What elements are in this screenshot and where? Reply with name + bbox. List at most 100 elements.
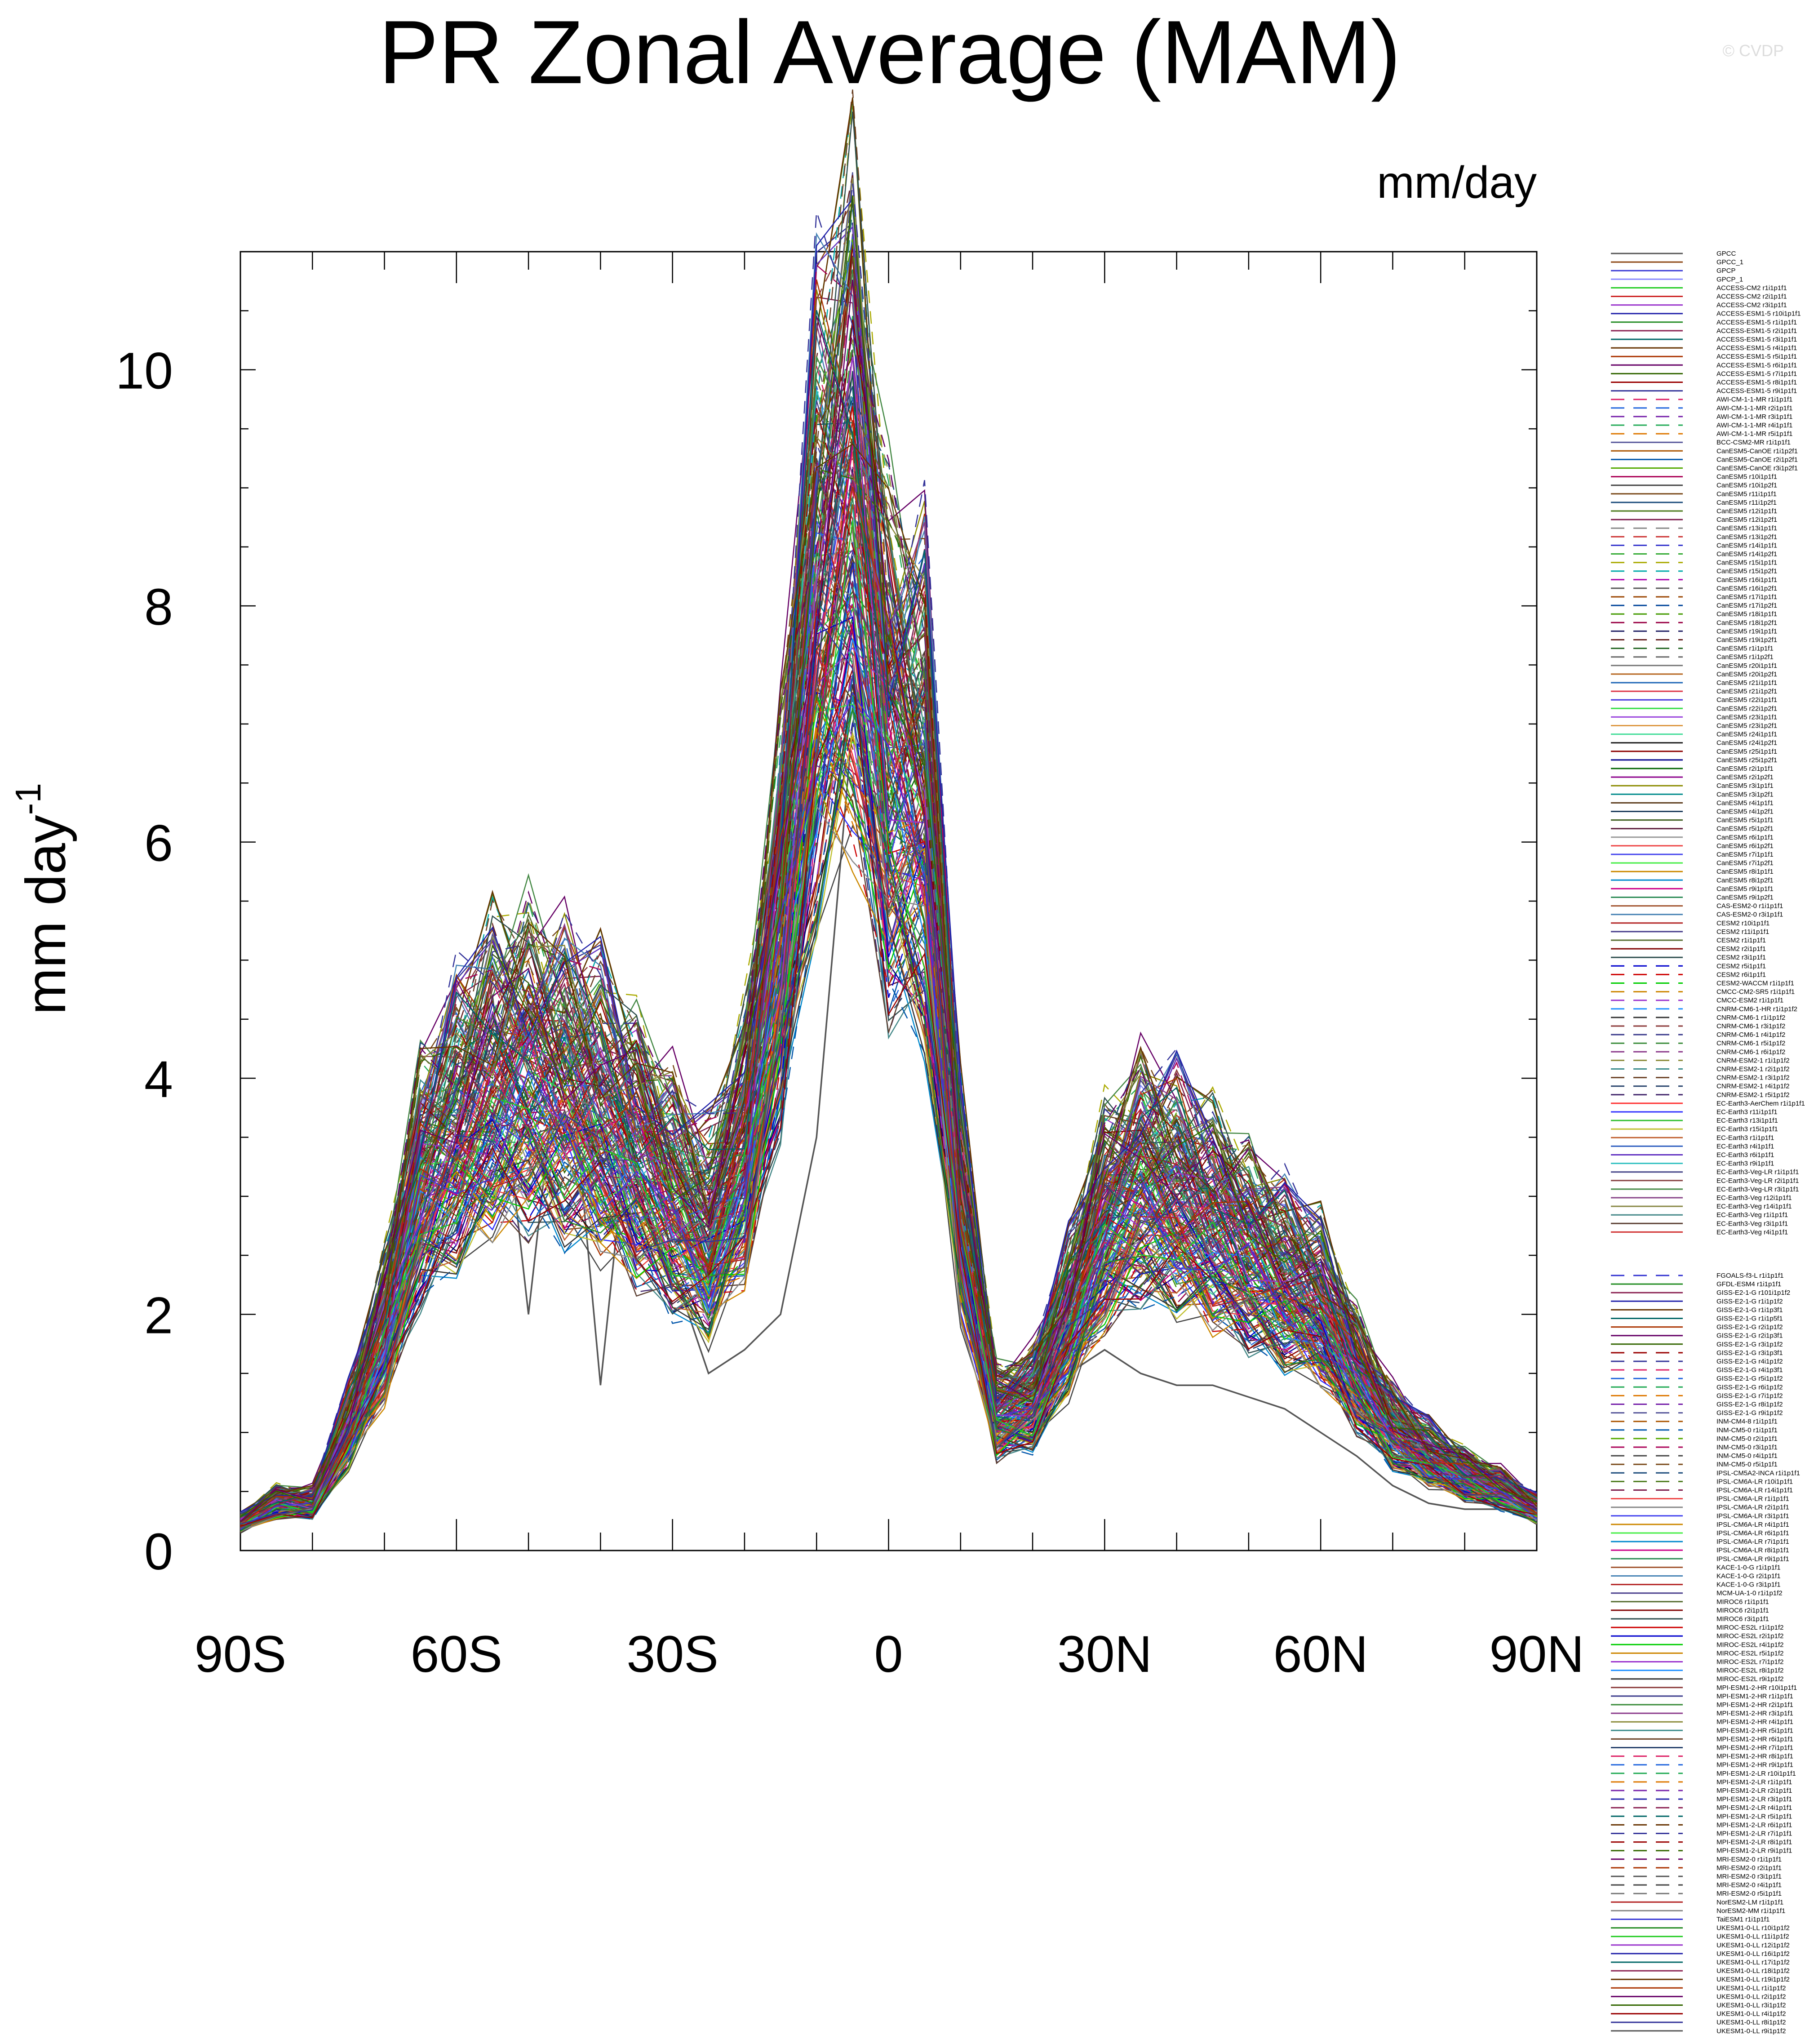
legend-label: ACCESS-CM2 r2i1p1f1 (1716, 293, 1787, 301)
legend-label: CanESM5 r19i1p2f1 (1716, 636, 1777, 644)
x-tick-label: 0 (874, 1626, 903, 1683)
series-line (240, 320, 1537, 1523)
legend-label: CNRM-ESM2-1 r4i1p1f2 (1716, 1083, 1790, 1090)
legend-label: EC-Earth3 r9i1p1f1 (1716, 1160, 1774, 1168)
legend-label: CanESM5 r1i1p2f1 (1716, 653, 1774, 661)
series-line (240, 397, 1537, 1523)
plot-area: 0 2 4 6 8 10 90S 60S 30S 0 30N 60N 90N (115, 89, 1584, 1683)
units-label: mm/day (1377, 157, 1537, 208)
legend-label: GISS-E2-1-G r9i1p1f2 (1716, 1409, 1783, 1417)
legend-label: EC-Earth3-Veg r1i1p1f1 (1716, 1211, 1788, 1219)
series-line (240, 323, 1537, 1519)
legend-label: CanESM5 r7i1p2f1 (1716, 859, 1774, 867)
legend-label: GISS-E2-1-G r5i1p1f2 (1716, 1375, 1783, 1382)
legend-label: UKESM1-0-LL r4i1p1f2 (1716, 2010, 1786, 2018)
series-line (240, 649, 1537, 1528)
legend-label: GISS-E2-1-G r3i1p3f1 (1716, 1349, 1783, 1357)
series-line (240, 354, 1537, 1518)
legend-label: CanESM5 r2i1p1f1 (1716, 765, 1774, 773)
legend-label: MRI-ESM2-0 r4i1p1f1 (1716, 1881, 1782, 1889)
legend-label: CanESM5-CanOE r2i1p2f1 (1716, 456, 1798, 463)
legend-label: FGOALS-f3-L r1i1p1f1 (1716, 1272, 1784, 1280)
series-line (240, 197, 1537, 1512)
legend-label: EC-Earth3 r13i1p1f1 (1716, 1117, 1778, 1124)
legend-label: EC-Earth3 r6i1p1f1 (1716, 1151, 1774, 1159)
legend-label: UKESM1-0-LL r12i1p1f2 (1716, 1942, 1790, 1949)
legend-label: GISS-E2-1-G r2i1p3f1 (1716, 1332, 1783, 1340)
legend-label: UKESM1-0-LL r1i1p1f2 (1716, 1984, 1786, 1992)
series-line (240, 349, 1537, 1522)
legend-label: NorESM2-LM r1i1p1f1 (1716, 1898, 1783, 1906)
legend-label: INM-CM5-0 r4i1p1f1 (1716, 1452, 1778, 1460)
legend-label: MPI-ESM1-2-LR r6i1p1f1 (1716, 1821, 1792, 1829)
legend-label: NorESM2-MM r1i1p1f1 (1716, 1907, 1785, 1915)
legend-label: UKESM1-0-LL r3i1p1f2 (1716, 2002, 1786, 2009)
legend-label: EC-Earth3-Veg-LR r2i1p1f1 (1716, 1177, 1799, 1185)
legend-label: MRI-ESM2-0 r2i1p1f1 (1716, 1864, 1782, 1872)
series-line (240, 670, 1537, 1527)
legend-label: MPI-ESM1-2-LR r3i1p1f1 (1716, 1795, 1792, 1803)
legend-label: CanESM5 r22i1p1f1 (1716, 696, 1777, 704)
legend-label: UKESM1-0-LL r8i1p1f2 (1716, 2019, 1786, 2026)
series-line (240, 505, 1537, 1527)
y-tick-label: 6 (144, 815, 173, 872)
legend-label: CanESM5 r21i1p1f1 (1716, 679, 1777, 687)
series-line (240, 616, 1537, 1524)
legend-label: CanESM5-CanOE r1i1p2f1 (1716, 447, 1798, 455)
series-line (240, 649, 1537, 1527)
legend-label: INM-CM5-0 r2i1p1f1 (1716, 1435, 1778, 1443)
legend-label: CanESM5 r12i1p2f1 (1716, 516, 1777, 524)
series-line (240, 224, 1537, 1514)
legend-label: CMCC-ESM2 r1i1p1f1 (1716, 997, 1783, 1004)
series-line (240, 182, 1537, 1520)
legend-label: EC-Earth3-Veg-LR r1i1p1f1 (1716, 1169, 1799, 1176)
legend-label: MRI-ESM2-0 r5i1p1f1 (1716, 1890, 1782, 1897)
legend-label: CanESM5 r15i1p2f1 (1716, 568, 1777, 575)
legend-label: CNRM-ESM2-1 r3i1p1f2 (1716, 1074, 1790, 1082)
legend-label: CNRM-CM6-1 r6i1p1f2 (1716, 1048, 1785, 1056)
legend-label: CNRM-CM6-1-HR r1i1p1f2 (1716, 1005, 1797, 1013)
legend-label: BCC-CSM2-MR r1i1p1f1 (1716, 439, 1791, 446)
legend-label: IPSL-CM6A-LR r1i1p1f1 (1716, 1495, 1789, 1503)
series-line (240, 564, 1537, 1523)
legend-label: CanESM5 r14i1p2f1 (1716, 551, 1777, 558)
legend-label: CESM2 r2i1p1f1 (1716, 945, 1766, 953)
series-line (240, 487, 1537, 1526)
legend-label: EC-Earth3 r15i1p1f1 (1716, 1125, 1778, 1133)
series-line (240, 692, 1537, 1527)
legend-label: MPI-ESM1-2-HR r9i1p1f1 (1716, 1761, 1793, 1769)
legend-label: MIROC-ES2L r2i1p1f2 (1716, 1632, 1784, 1640)
legend-label: CanESM5 r4i1p2f1 (1716, 808, 1774, 816)
legend-label: CanESM5 r7i1p1f1 (1716, 851, 1774, 858)
legend-label: CNRM-CM6-1 r5i1p1f2 (1716, 1040, 1785, 1047)
legend-label: INM-CM5-0 r1i1p1f1 (1716, 1426, 1778, 1434)
legend-label: INM-CM5-0 r3i1p1f1 (1716, 1444, 1778, 1451)
legend-label: TaiESM1 r1i1p1f1 (1716, 1916, 1770, 1924)
series-line (240, 111, 1537, 1517)
x-tick-label: 60S (411, 1626, 503, 1683)
legend-label: IPSL-CM6A-LR r9i1p1f1 (1716, 1555, 1789, 1563)
series-line (240, 258, 1537, 1521)
legend-label: MPI-ESM1-2-HR r1i1p1f1 (1716, 1693, 1793, 1700)
series-line (240, 315, 1537, 1523)
legend-label: KACE-1-0-G r1i1p1f1 (1716, 1564, 1781, 1571)
legend-label: CanESM5 r16i1p2f1 (1716, 585, 1777, 592)
legend-label: EC-Earth3-Veg r4i1p1f1 (1716, 1228, 1788, 1236)
copyright-mark: © CVDP (1722, 41, 1784, 60)
legend-label: CNRM-ESM2-1 r1i1p1f2 (1716, 1057, 1790, 1064)
series-line (240, 722, 1537, 1532)
legend-label: MPI-ESM1-2-LR r9i1p1f1 (1716, 1847, 1792, 1855)
series-line (240, 279, 1537, 1517)
legend-label: EC-Earth3 r11i1p1f1 (1716, 1108, 1778, 1116)
legend-label: MPI-ESM1-2-HR r10i1p1f1 (1716, 1684, 1797, 1692)
series-line (240, 280, 1537, 1522)
legend-label: MPI-ESM1-2-LR r7i1p1f1 (1716, 1830, 1792, 1838)
x-axis-ticks: 90S 60S 30S 0 30N 60N 90N (195, 252, 1584, 1683)
legend-label: CanESM5 r5i1p1f1 (1716, 817, 1774, 824)
legend-label: CESM2 r10i1p1f1 (1716, 920, 1770, 927)
legend-label: IPSL-CM6A-LR r7i1p1f1 (1716, 1538, 1789, 1546)
series-line (240, 357, 1537, 1520)
legend-label: MPI-ESM1-2-LR r5i1p1f1 (1716, 1813, 1792, 1820)
